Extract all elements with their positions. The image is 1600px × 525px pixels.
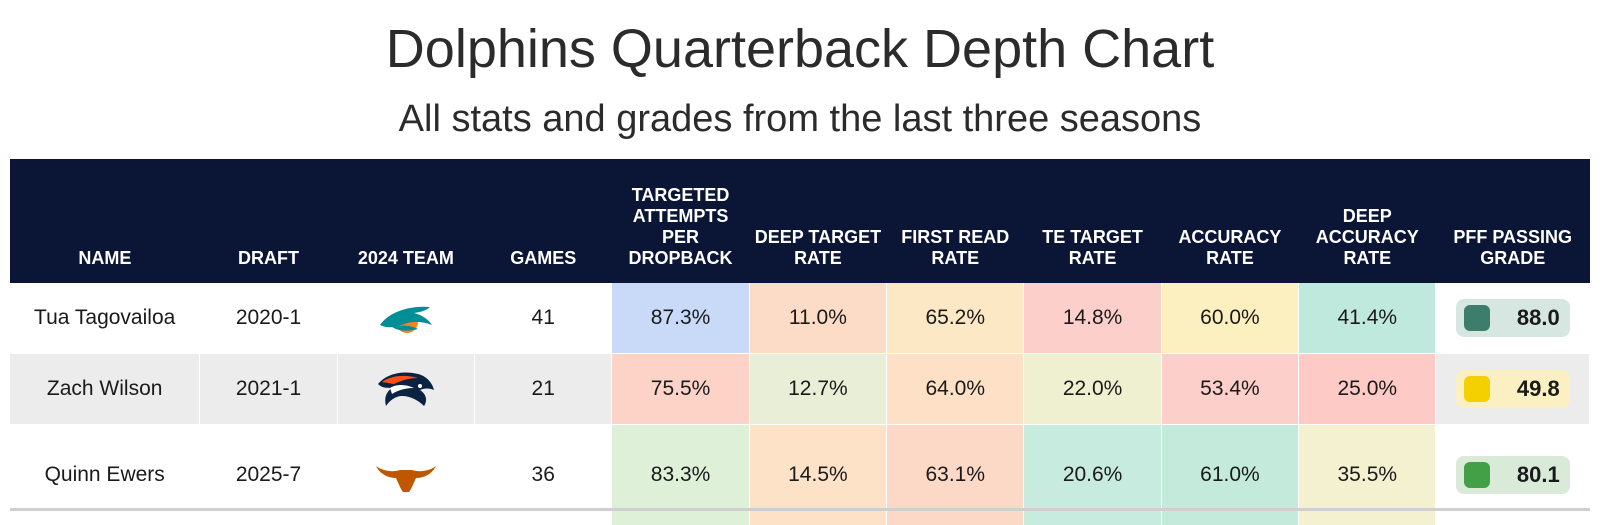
grade-badge: 80.1: [1456, 456, 1570, 494]
chart-subtitle: All stats and grades from the last three…: [0, 98, 1600, 141]
metric-targeted-attempts: 75.5%: [612, 354, 749, 425]
grade-swatch: [1464, 462, 1490, 488]
broncos-logo-icon: [374, 366, 438, 412]
column-header-team[interactable]: 2024 TEAM: [337, 159, 474, 283]
column-header-deep-accuracy-rate[interactable]: DEEP ACCURACY RATE: [1299, 159, 1436, 283]
column-header-accuracy-rate[interactable]: ACCURACY RATE: [1161, 159, 1298, 283]
metric-accuracy-rate: 53.4%: [1161, 354, 1298, 425]
column-header-targeted-attempts[interactable]: TARGETED ATTEMPTS PER DROPBACK: [612, 159, 749, 283]
table-bottom-rule: [10, 508, 1590, 511]
player-name: Tua Tagovailoa: [10, 283, 200, 354]
column-header-first-read-rate[interactable]: FIRST READ RATE: [887, 159, 1024, 283]
column-header-te-target-rate[interactable]: TE TARGET RATE: [1024, 159, 1161, 283]
games-cell: 21: [475, 354, 612, 425]
column-header-pff-passing-grade[interactable]: PFF PASSING GRADE: [1436, 159, 1590, 283]
grade-swatch: [1464, 376, 1490, 402]
grade-value: 80.1: [1517, 462, 1560, 488]
metric-first-read-rate: 64.0%: [887, 354, 1024, 425]
team-cell: [337, 354, 474, 425]
grade-badge: 49.8: [1456, 370, 1570, 408]
header-row: NAME DRAFT 2024 TEAM GAMES TARGETED ATTE…: [10, 159, 1590, 283]
draft-cell: 2021-1: [200, 354, 337, 425]
column-header-name[interactable]: NAME: [10, 159, 200, 283]
grade-cell: 88.0: [1436, 283, 1590, 354]
grade-swatch: [1464, 305, 1490, 331]
metric-accuracy-rate: 60.0%: [1161, 283, 1298, 354]
grade-value: 49.8: [1517, 376, 1560, 402]
draft-cell: 2020-1: [200, 283, 337, 354]
team-cell: [337, 283, 474, 354]
dolphins-logo-icon: [374, 295, 438, 341]
player-name: Zach Wilson: [10, 354, 200, 425]
longhorns-logo-icon: [374, 452, 438, 498]
depth-chart-table: NAME DRAFT 2024 TEAM GAMES TARGETED ATTE…: [10, 159, 1590, 525]
table-row: Tua Tagovailoa 2020-1 41 87.3% 11.0% 65.…: [10, 283, 1590, 354]
metric-te-target-rate: 22.0%: [1024, 354, 1161, 425]
games-cell: 41: [475, 283, 612, 354]
column-header-draft[interactable]: DRAFT: [200, 159, 337, 283]
metric-first-read-rate: 65.2%: [887, 283, 1024, 354]
metric-deep-accuracy-rate: 25.0%: [1299, 354, 1436, 425]
grade-cell: 49.8: [1436, 354, 1590, 425]
metric-te-target-rate: 14.8%: [1024, 283, 1161, 354]
grade-badge: 88.0: [1456, 299, 1570, 337]
metric-deep-accuracy-rate: 41.4%: [1299, 283, 1436, 354]
column-header-games[interactable]: GAMES: [475, 159, 612, 283]
table-row: Zach Wilson 2021-1 21 75.5% 12.7% 64.0% …: [10, 354, 1590, 425]
metric-deep-target-rate: 12.7%: [749, 354, 886, 425]
metric-targeted-attempts: 87.3%: [612, 283, 749, 354]
column-header-deep-target-rate[interactable]: DEEP TARGET RATE: [749, 159, 886, 283]
chart-title: Dolphins Quarterback Depth Chart: [0, 18, 1600, 80]
grade-value: 88.0: [1517, 305, 1560, 331]
metric-deep-target-rate: 11.0%: [749, 283, 886, 354]
